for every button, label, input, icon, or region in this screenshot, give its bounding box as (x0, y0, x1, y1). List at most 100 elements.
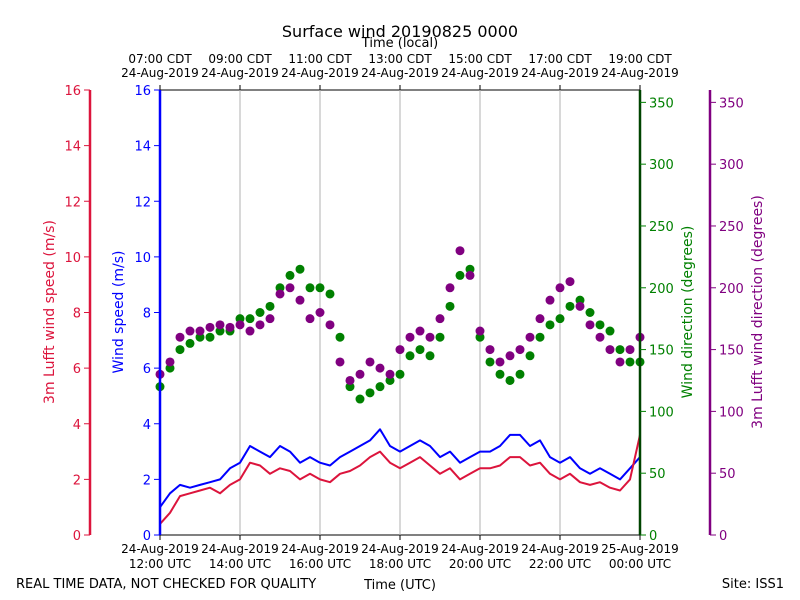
lufft-dir-point (325, 320, 335, 330)
chart-title: Surface wind 20190825 0000 (282, 22, 518, 41)
lufft-dir-point (265, 314, 275, 324)
series-layer (155, 246, 645, 525)
wind-dir-point (365, 388, 375, 398)
lufft-dir-point (235, 320, 245, 330)
lufft-dir-point (275, 289, 285, 299)
wind-dir-point (235, 314, 245, 324)
lufft-speed-line (159, 434, 641, 525)
x-tick-label-date: 24-Aug-2019 (521, 542, 599, 556)
y-tick-label: 12 (134, 195, 151, 210)
x-top-tick-label-time: 13:00 CDT (368, 52, 432, 66)
y-tick-label: 300 (719, 158, 744, 173)
y-tick-label: 10 (134, 251, 151, 266)
y-tick-label: 14 (134, 140, 151, 155)
x-top-tick-label-time: 11:00 CDT (288, 52, 352, 66)
wind-dir-point (385, 375, 395, 385)
lufft-dir-axis-label: 3m Lufft wind direction (degrees) (750, 195, 766, 429)
y-tick-label: 12 (64, 195, 81, 210)
y-tick-label: 150 (719, 344, 744, 359)
x-tick-label-date: 24-Aug-2019 (281, 542, 359, 556)
lufft-dir-point (625, 345, 635, 355)
wind-dir-point (335, 332, 345, 342)
lufft-dir-point (285, 283, 295, 293)
x-tick-label-time: 00:00 UTC (609, 557, 671, 571)
site-label: Site: ISS1 (722, 577, 784, 592)
wind-dir-point (475, 332, 485, 342)
lufft-dir-point (475, 326, 485, 336)
x-tick-label-date: 24-Aug-2019 (201, 542, 279, 556)
y-tick-label: 300 (649, 158, 674, 173)
x-tick-label-date: 24-Aug-2019 (441, 542, 519, 556)
wind-dir-point (165, 363, 175, 373)
wind-dir-point (195, 332, 205, 342)
y-tick-label: 350 (649, 96, 674, 111)
wind-dir-point (465, 264, 475, 274)
wind-dir-point (565, 301, 575, 311)
y-tick-label: 14 (64, 140, 81, 155)
lufft-dir-point (255, 320, 265, 330)
lufft-dir-point (525, 332, 535, 342)
lufft-dir-point (545, 295, 555, 305)
lufft-dir-point (615, 357, 625, 367)
x-tick-label-date: 25-Aug-2019 (601, 542, 679, 556)
wind-dir-point (515, 369, 525, 379)
lufft-speed-axis-label: 3m Lufft wind speed (m/s) (42, 220, 58, 404)
wind-dir-point (325, 289, 335, 299)
lufft-dir-point (355, 369, 365, 379)
wind-speed-axis-label: Wind speed (m/s) (111, 251, 127, 374)
y-tick-label: 8 (143, 307, 151, 322)
wind-dir-point (455, 270, 465, 280)
y-tick-label: 200 (649, 282, 674, 297)
y-tick-label: 100 (719, 405, 744, 420)
lufft-dir-axis-ticks: 0 50 100 150 200 250 300 350 (710, 96, 744, 544)
x-top-tick-label-date: 24-Aug-2019 (281, 66, 359, 80)
lufft-dir-point (585, 320, 595, 330)
wind-dir-point (285, 270, 295, 280)
y-tick-label: 150 (649, 344, 674, 359)
y-tick-label: 250 (719, 220, 744, 235)
lufft-dir-point (465, 270, 475, 280)
wind-dir-point (405, 351, 415, 361)
x-tick-label-date: 24-Aug-2019 (121, 542, 199, 556)
y-tick-label: 16 (134, 84, 151, 99)
lufft-dir-point (295, 295, 305, 305)
lufft-dir-point (175, 332, 185, 342)
lufft-dir-point (185, 326, 195, 336)
wind-dir-point (495, 369, 505, 379)
y-tick-label: 16 (64, 84, 81, 99)
lufft-dir-point (225, 322, 235, 332)
x-top-tick-label-time: 19:00 CDT (608, 52, 672, 66)
wind-dir-point (535, 332, 545, 342)
y-tick-label: 200 (719, 282, 744, 297)
x-tick-label-time: 16:00 UTC (289, 557, 351, 571)
y-tick-label: 50 (719, 467, 736, 482)
wind-dir-point (295, 264, 305, 274)
wind-dir-point (415, 345, 425, 355)
lufft-speed-axis-ticks: 0 2 4 6 8 10 12 14 16 (64, 84, 90, 544)
wind-dir-axis-ticks: 0 50 100 150 200 250 300 350 (640, 96, 674, 544)
lufft-dir-point (605, 345, 615, 355)
wind-dir-point (375, 382, 385, 392)
lufft-dir-point (165, 357, 175, 367)
lufft-dir-point (375, 363, 385, 373)
lufft-dir-point (195, 326, 205, 336)
x-top-tick-label-time: 09:00 CDT (208, 52, 272, 66)
y-tick-label: 50 (649, 467, 666, 482)
lufft-dir-point (485, 345, 495, 355)
wind-dir-point (305, 283, 315, 293)
wind-dir-point (605, 326, 615, 336)
lufft-dir-point (495, 357, 505, 367)
y-tick-label: 350 (719, 96, 744, 111)
wind-dir-point (615, 345, 625, 355)
wind-dir-point (625, 357, 635, 367)
x-top-tick-label-date: 24-Aug-2019 (521, 66, 599, 80)
wind-dir-point (345, 382, 355, 392)
wind-dir-point (315, 283, 325, 293)
y-tick-label: 4 (143, 418, 151, 433)
lufft-dir-point (535, 314, 545, 324)
lufft-dir-point (385, 369, 395, 379)
wind-dir-point (505, 375, 515, 385)
